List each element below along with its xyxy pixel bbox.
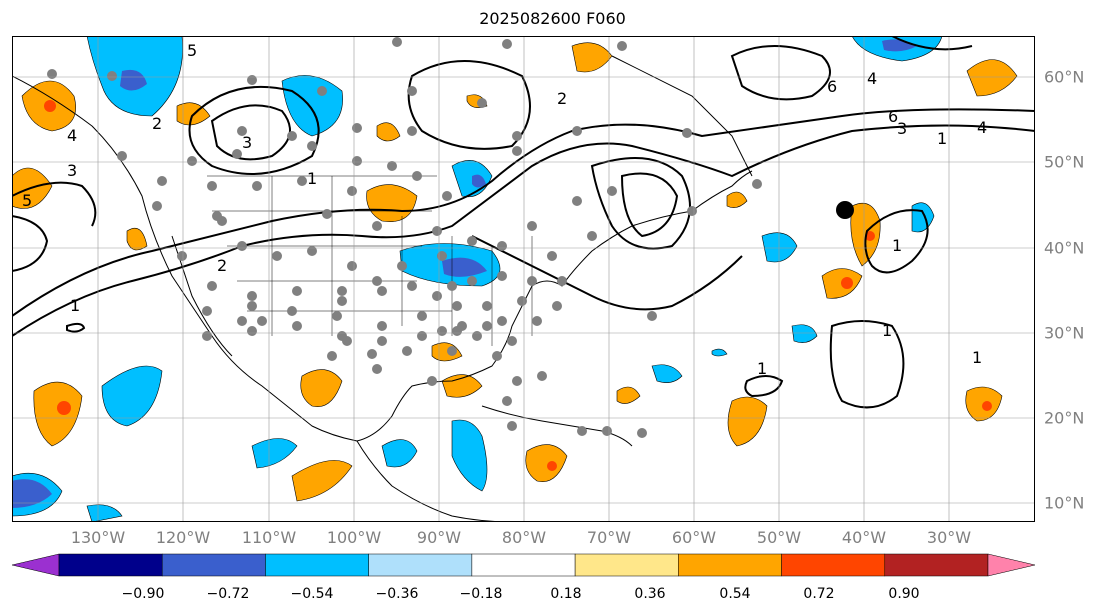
colorbar-tick: −0.72 — [206, 586, 250, 602]
lat-label: 30°N — [1044, 323, 1085, 343]
contour-label: 2 — [217, 256, 227, 275]
contour-label: 1 — [307, 169, 317, 188]
map-background — [12, 36, 1035, 522]
colorbar-segment — [58, 553, 163, 577]
colorbar — [11, 553, 1036, 577]
lon-label: 40°W — [841, 528, 887, 547]
contour-label: 5 — [22, 191, 32, 210]
lon-label: 110°W — [241, 528, 297, 547]
strong-negative-anomaly-shading — [12, 39, 917, 508]
map-plot: 1 1 1 1 1 1 1 2 2 2 3 3 3 4 4 4 5 5 6 6 — [12, 36, 1035, 522]
colorbar-tick: 0.18 — [550, 586, 582, 602]
strong-positive-anomaly-shading — [44, 100, 992, 471]
lon-label: 90°W — [416, 528, 462, 547]
contour-label: 4 — [977, 118, 987, 137]
colorbar-segment — [265, 553, 369, 577]
colorbar-segment — [161, 553, 266, 577]
contour-label: 1 — [937, 129, 947, 148]
contour-lines — [12, 36, 1035, 409]
contour-label: 6 — [888, 107, 898, 126]
colorbar-extend-high — [987, 553, 1036, 577]
lon-label: 130°W — [70, 528, 126, 547]
colorbar-segment — [884, 553, 989, 577]
contour-label: 1 — [70, 296, 80, 315]
contour-label: 4 — [67, 126, 77, 145]
graticule — [12, 36, 1035, 522]
colorbar-segment — [471, 553, 576, 577]
colorbar-tick: −0.18 — [459, 586, 503, 602]
lon-label: 30°W — [926, 528, 972, 547]
lon-label: 70°W — [586, 528, 632, 547]
colorbar-tick: 0.36 — [634, 586, 666, 602]
colorbar-segment — [368, 553, 473, 577]
contour-label: 2 — [152, 114, 162, 133]
colorbar-tick: −0.54 — [290, 586, 334, 602]
colorbar-tick: −0.90 — [121, 586, 165, 602]
colorbar-segment — [678, 553, 782, 577]
lat-label: 20°N — [1044, 408, 1085, 428]
station-markers — [47, 37, 762, 438]
lat-label: 60°N — [1044, 67, 1085, 87]
lon-label: 80°W — [501, 528, 547, 547]
lat-label: 50°N — [1044, 152, 1085, 172]
map-title: 2025082600 F060 — [479, 9, 626, 28]
contour-label: 1 — [972, 348, 982, 367]
contour-label: 1 — [882, 321, 892, 340]
lat-label: 10°N — [1044, 493, 1085, 513]
contour-label: 2 — [557, 89, 567, 108]
lon-label: 60°W — [671, 528, 717, 547]
contour-label: 1 — [892, 236, 902, 255]
map-frame — [12, 36, 1035, 522]
contour-label: 5 — [187, 41, 197, 60]
lon-label: 120°W — [155, 528, 211, 547]
colorbar-tick: 0.90 — [888, 586, 920, 602]
colorbar-tick: 0.54 — [719, 586, 751, 602]
colorbar-segment — [574, 553, 679, 577]
lon-label: 100°W — [326, 528, 382, 547]
colorbar-tick: −0.36 — [375, 586, 419, 602]
contour-label: 3 — [897, 119, 907, 138]
contour-label: 1 — [757, 359, 767, 378]
contour-label: 4 — [867, 69, 877, 88]
contour-label: 6 — [827, 77, 837, 96]
lon-label: 50°W — [756, 528, 802, 547]
colorbar-tick: 0.72 — [803, 586, 835, 602]
colorbar-extend-low — [11, 553, 60, 577]
contour-label: 3 — [242, 133, 252, 152]
contour-label: 3 — [67, 161, 77, 180]
lat-label: 40°N — [1044, 238, 1085, 258]
colorbar-segment — [781, 553, 886, 577]
contour-value-labels: 1 1 1 1 1 1 1 2 2 2 3 3 3 4 4 4 5 5 6 6 — [22, 41, 987, 378]
highlight-station-marker — [836, 201, 854, 219]
